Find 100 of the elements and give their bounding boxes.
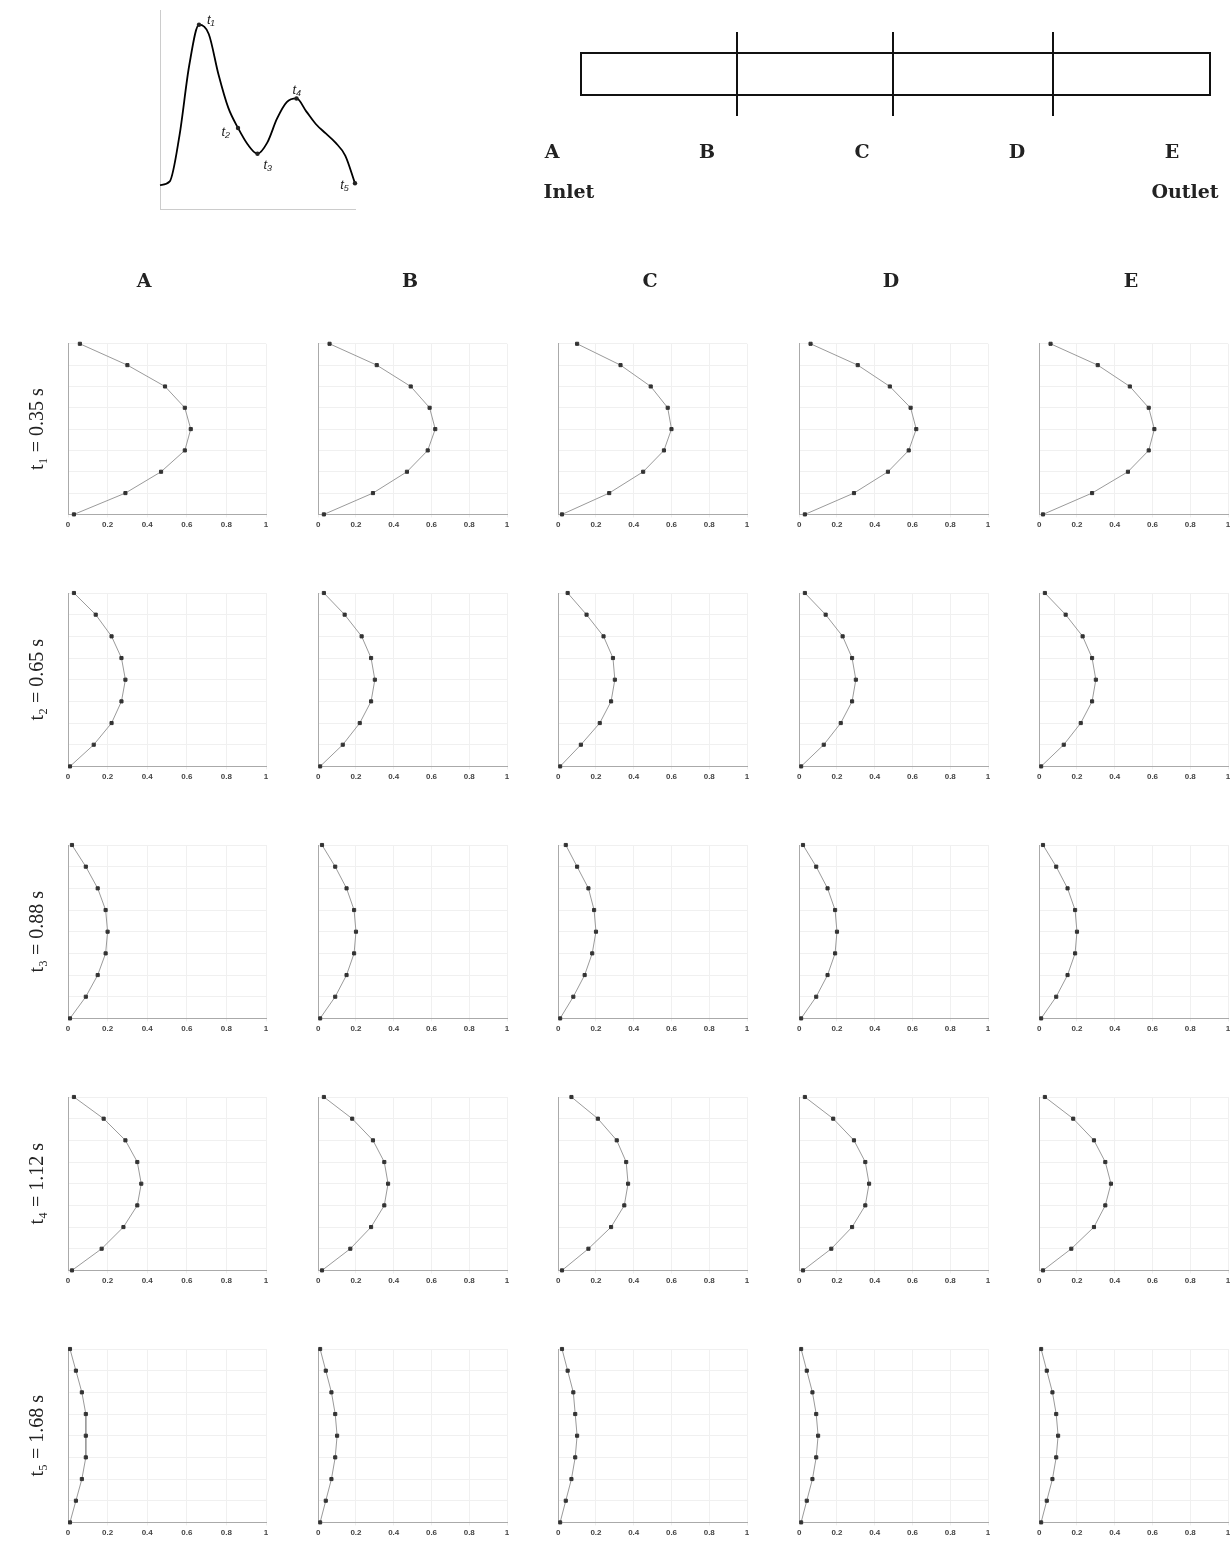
point — [1044, 1368, 1049, 1373]
point — [357, 720, 362, 726]
point — [73, 1368, 78, 1373]
point — [849, 699, 854, 704]
point — [1061, 742, 1066, 747]
text: Inlet — [543, 180, 595, 202]
point — [323, 1368, 328, 1373]
text: Outlet — [1151, 180, 1219, 202]
point — [368, 699, 373, 704]
point — [821, 742, 826, 747]
point — [800, 1268, 805, 1273]
point — [319, 1268, 324, 1273]
chart-title: C — [642, 269, 658, 292]
x-tick-label: 1 — [263, 1528, 269, 1538]
point — [563, 1498, 568, 1503]
point — [83, 1411, 88, 1417]
point — [1056, 1433, 1061, 1438]
chart-title: E — [1123, 269, 1139, 292]
x-tick-label: 1 — [744, 1528, 750, 1538]
point — [374, 363, 379, 368]
y-axis-title: t₂ = 0.65 s — [25, 638, 48, 721]
point — [1091, 1138, 1097, 1143]
point — [1090, 491, 1095, 496]
point — [69, 1268, 75, 1273]
point — [1080, 634, 1085, 639]
x-tick-label: 0.2 — [1071, 772, 1084, 782]
x-tick-label: 0 — [796, 772, 802, 782]
point — [93, 612, 98, 617]
x-tick-label: 0.2 — [102, 772, 114, 782]
point — [1048, 341, 1053, 346]
x-tick-label: 0.4 — [141, 1024, 154, 1034]
point — [321, 590, 326, 596]
x-tick-label: 0.2 — [590, 1528, 603, 1538]
point — [121, 1224, 126, 1230]
x-tick-label: 0.6 — [1146, 772, 1159, 782]
point — [370, 1138, 375, 1143]
x-tick-label: 0.2 — [102, 520, 114, 530]
point — [109, 720, 114, 726]
x-tick-label: 0.8 — [220, 1024, 233, 1034]
x-tick-label: 0.2 — [830, 772, 843, 782]
x-tick-label: 1 — [744, 1024, 750, 1034]
x-tick-label: 0.8 — [1184, 1528, 1197, 1538]
point — [319, 842, 324, 848]
x-tick-label: 0.4 — [141, 1276, 154, 1286]
text: C — [854, 140, 870, 162]
x-tick-label: 0.4 — [141, 520, 154, 530]
point — [1152, 427, 1157, 432]
point — [332, 864, 337, 869]
x-tick-label: 1 — [985, 772, 991, 782]
x-tick-label: 0.4 — [141, 1528, 154, 1538]
x-tick-label: 0.6 — [181, 1024, 193, 1034]
point — [906, 448, 911, 453]
point — [332, 1411, 337, 1417]
x-tick-label: 0 — [556, 772, 561, 782]
point — [83, 864, 88, 869]
x-tick-label: 0.8 — [463, 1528, 475, 1538]
x-tick-label: 0.8 — [944, 772, 956, 782]
point — [1065, 886, 1070, 891]
point — [565, 1368, 570, 1373]
x-tick-label: 0.8 — [220, 520, 233, 530]
x-tick-label: 0.2 — [1071, 520, 1084, 530]
point — [1054, 864, 1059, 869]
point — [665, 405, 670, 410]
point — [69, 842, 75, 848]
x-tick-label: 0.2 — [349, 520, 362, 530]
x-tick-label: 0.6 — [906, 520, 919, 530]
x-tick-label: 0.2 — [830, 1024, 843, 1034]
x-tick-label: 0.8 — [1184, 520, 1197, 530]
x-tick-label: 0.8 — [944, 1024, 956, 1034]
text: E — [1164, 140, 1180, 162]
x-tick-label: 0.2 — [590, 1276, 603, 1286]
point — [573, 1455, 578, 1460]
point — [381, 1203, 386, 1208]
point — [83, 1433, 88, 1438]
point — [849, 1224, 854, 1230]
point — [624, 1159, 629, 1165]
point — [68, 1016, 73, 1021]
point — [582, 972, 587, 978]
point — [1039, 764, 1044, 769]
x-tick-label: 0.6 — [665, 772, 678, 782]
point — [586, 1246, 591, 1251]
point — [809, 1476, 814, 1482]
point — [802, 512, 807, 517]
point — [1146, 405, 1151, 410]
x-tick-label: 0.4 — [628, 1276, 640, 1286]
point — [1063, 612, 1068, 617]
annotation: t₁ — [207, 12, 215, 28]
x-tick-label: 1 — [744, 1276, 750, 1286]
text: B — [698, 140, 716, 162]
point — [855, 363, 860, 368]
x-tick-label: 1 — [985, 1528, 991, 1538]
x-tick-label: 0 — [796, 1276, 802, 1286]
x-tick-label: 0.8 — [703, 1276, 716, 1286]
x-tick-label: 1 — [504, 1276, 510, 1286]
point — [813, 1411, 818, 1417]
point — [427, 405, 432, 410]
point — [1069, 1246, 1074, 1251]
x-tick-label: 0 — [556, 1276, 561, 1286]
point — [592, 907, 597, 913]
point — [851, 1138, 856, 1143]
